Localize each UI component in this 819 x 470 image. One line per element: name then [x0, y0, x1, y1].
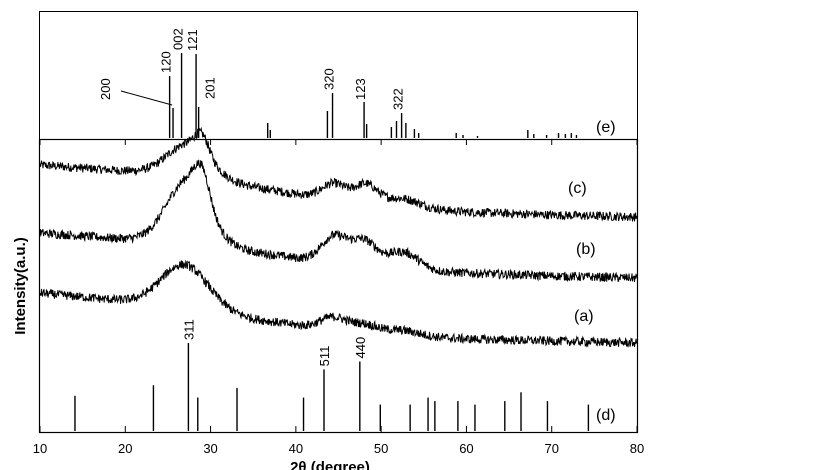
x-tick-label: 20 — [118, 441, 132, 456]
ref-e-peak-label: 201 — [203, 77, 218, 99]
ref-e-peak-label: 002 — [171, 28, 186, 50]
curve-label-a: (a) — [574, 308, 594, 325]
curve-label-d: (d) — [596, 407, 616, 424]
panel-e-frame — [39, 11, 638, 140]
ref-e-peak-label: 121 — [185, 29, 200, 51]
x-tick-label: 40 — [289, 441, 303, 456]
ref-d-peak-label: 311 — [181, 319, 196, 340]
ref-e-peak-label: 322 — [391, 88, 406, 110]
ref-e-peak-label: 200 — [98, 78, 113, 100]
panel-main-frame — [38, 138, 639, 434]
ref-e-peak-label: 120 — [159, 51, 174, 73]
ref-e-peak-label: 123 — [353, 78, 368, 100]
curve-label-e: (e) — [596, 119, 616, 136]
ref-d-peak-label: 440 — [353, 337, 368, 359]
x-tick-label: 60 — [459, 441, 473, 456]
x-axis-label: 2θ (degree) — [290, 459, 370, 470]
ref-e-peak-label: 320 — [322, 68, 337, 90]
curve-label-b: (b) — [576, 241, 596, 258]
leader-line — [120, 90, 173, 106]
x-tick-label: 70 — [544, 441, 558, 456]
xrd-curve-b — [39, 159, 638, 283]
y-axis-label: Intensity(a.u.) — [12, 237, 29, 335]
x-tick-label: 80 — [630, 441, 644, 456]
curve-label-c: (c) — [568, 180, 587, 197]
x-tick-label: 30 — [203, 441, 217, 456]
xrd-curve-a — [39, 259, 638, 348]
ref-d-peak-label: 511 — [317, 346, 332, 367]
x-tick-label: 50 — [374, 441, 388, 456]
xrd-curve-c — [39, 126, 638, 222]
x-tick-label: 10 — [33, 441, 47, 456]
